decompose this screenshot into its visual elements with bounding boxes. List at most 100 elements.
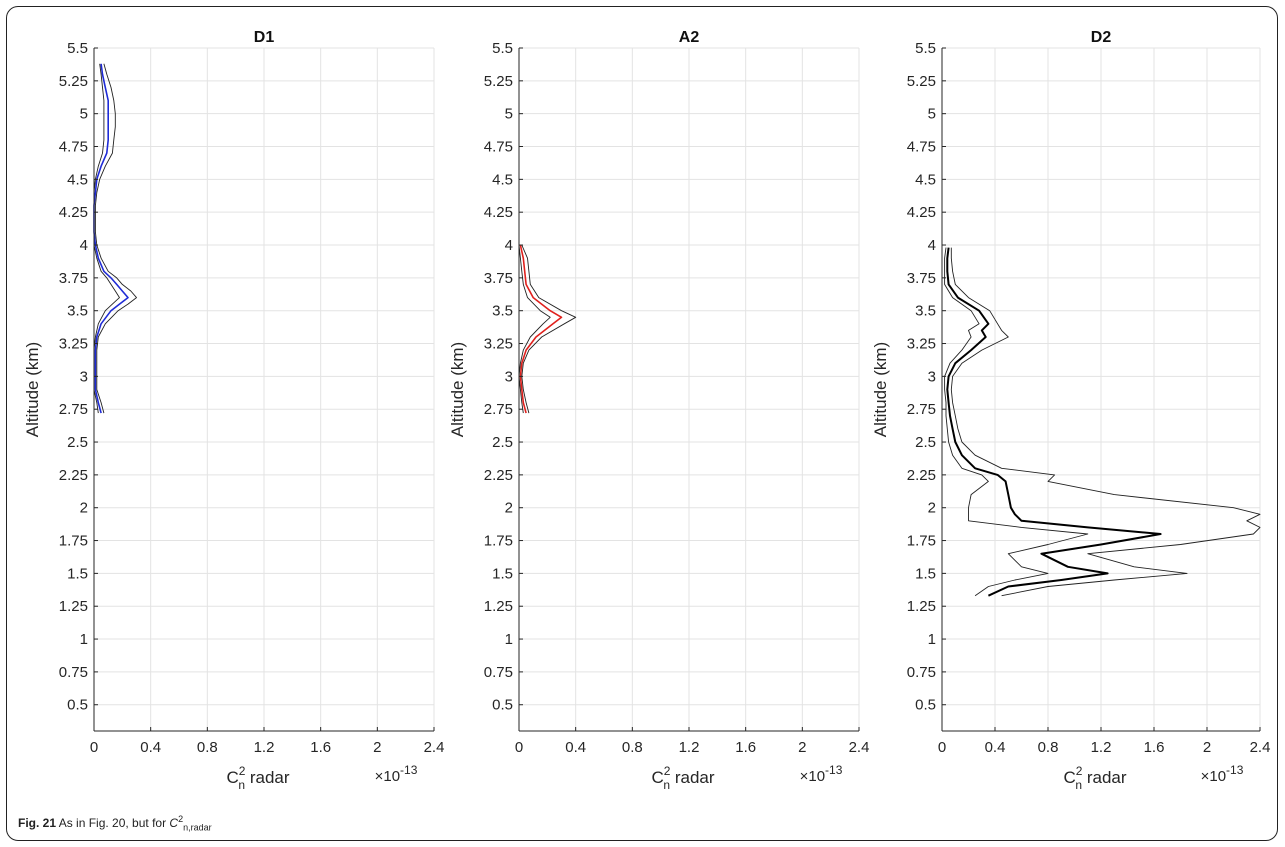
- panel-d2-title: D2: [1091, 29, 1112, 46]
- panel-a2-ytick-label-10: 3: [505, 368, 513, 385]
- panel-d2-xtick-label-2: 0.8: [1038, 739, 1059, 756]
- panel-a2-ytick-label-19: 5.25: [484, 73, 513, 90]
- figure-caption: Fig. 21 As in Fig. 20, but for C2n,radar: [18, 814, 212, 832]
- panel-d1-xtick-label-1: 0.4: [140, 739, 161, 756]
- panel-d1-ytick-label-9: 2.75: [59, 401, 88, 418]
- panel-a2-ytick-label-6: 2: [505, 500, 513, 517]
- panel-d2-x-multiplier: ×10-13: [1201, 763, 1244, 785]
- panel-d2-series-2: [944, 247, 1089, 597]
- panel-a2-xtick-label-3: 1.2: [679, 739, 700, 756]
- panel-a2-ytick-label-15: 4.25: [484, 204, 513, 221]
- panel-a2-xtick-label-1: 0.4: [565, 739, 586, 756]
- panel-a2-ytick-label-5: 1.75: [484, 533, 513, 550]
- panel-d2: 0 0.4 0.8 1.2 1.6 2 2.4 0.5 0.75 1 1.25 1.5 1.75 2 2.2…: [871, 29, 1270, 792]
- panel-d1-ytick-label-0: 0.5: [67, 697, 88, 714]
- panel-a2-series-0: [519, 244, 563, 414]
- panel-d2-xlabel: C2 n radar: [1063, 764, 1126, 792]
- panel-d1-ytick-label-20: 5.5: [67, 40, 88, 57]
- panel-d2-ytick-label-14: 4: [928, 237, 936, 254]
- panel-d2-ytick-label-0: 0.5: [915, 697, 936, 714]
- panel-d1-ytick-label-10: 3: [80, 368, 88, 385]
- panel-d1-ytick-label-2: 1: [80, 631, 88, 648]
- panel-d1-xtick-label-5: 2: [373, 739, 381, 756]
- panel-a2-ytick-label-1: 0.75: [484, 664, 513, 681]
- panel-d2-ytick-label-11: 3.25: [907, 336, 936, 353]
- panel-d1-ytick-label-12: 3.5: [67, 303, 88, 320]
- panel-a2-ytick-label-12: 3.5: [492, 303, 513, 320]
- panel-a2-xtick-label-4: 1.6: [735, 739, 756, 756]
- caption-symbol-sup: 2: [178, 814, 184, 824]
- panel-a2-series-1: [521, 244, 577, 414]
- panel-d2-ytick-label-9: 2.75: [907, 401, 936, 418]
- panel-a2-xtick-label-6: 2.4: [849, 739, 870, 756]
- panel-d2-ytick-label-6: 2: [928, 500, 936, 517]
- panel-a2-ytick-label-14: 4: [505, 237, 513, 254]
- caption-fig-label: Fig. 21: [18, 816, 57, 830]
- panel-a2-xtick-label-0: 0: [515, 739, 523, 756]
- panel-d2-ytick-label-19: 5.25: [907, 73, 936, 90]
- panel-d1-ytick-label-16: 4.5: [67, 171, 88, 188]
- panel-d2-ytick-label-1: 0.75: [907, 664, 936, 681]
- panel-a2-xtick-label-2: 0.8: [622, 739, 643, 756]
- panel-d2-ytick-label-4: 1.5: [915, 565, 936, 582]
- panel-d2-ytick-label-12: 3.5: [915, 303, 936, 320]
- panel-d2-ylabel: Altitude (km): [871, 342, 890, 437]
- panel-d1-xtick-label-6: 2.4: [424, 739, 445, 756]
- caption-symbol-sub: n,radar: [183, 822, 212, 833]
- panel-a2-title: A2: [679, 29, 700, 46]
- panel-a2-xtick-label-5: 2: [798, 739, 806, 756]
- panel-d2-series-0: [946, 247, 1162, 597]
- panel-a2-ytick-label-0: 0.5: [492, 697, 513, 714]
- panel-a2-ylabel: Altitude (km): [448, 342, 467, 437]
- panel-d1-xtick-label-4: 1.6: [310, 739, 331, 756]
- caption-text: As in Fig. 20, but for: [58, 816, 170, 830]
- caption-symbol: C: [169, 816, 179, 830]
- panel-d1-xtick-label-3: 1.2: [254, 739, 275, 756]
- panel-d1-ytick-label-17: 4.75: [59, 139, 88, 156]
- panel-d1-ylabel: Altitude (km): [23, 342, 42, 437]
- panel-a2-ytick-label-13: 3.75: [484, 270, 513, 287]
- panel-d1-xtick-label-2: 0.8: [197, 739, 218, 756]
- panel-d1-ytick-label-19: 5.25: [59, 73, 88, 90]
- panel-d1-ytick-label-11: 3.25: [59, 336, 88, 353]
- panel-d2-ytick-label-15: 4.25: [907, 204, 936, 221]
- panel-d2-ytick-label-18: 5: [928, 106, 936, 123]
- panel-d1-xtick-label-0: 0: [90, 739, 98, 756]
- panel-d2-ytick-label-10: 3: [928, 368, 936, 385]
- panel-d2-series-1: [950, 247, 1261, 597]
- panel-d2-ytick-label-20: 5.5: [915, 40, 936, 57]
- panel-d1-ytick-label-13: 3.75: [59, 270, 88, 287]
- panel-d2-ytick-label-16: 4.5: [915, 171, 936, 188]
- panel-a2-ytick-label-16: 4.5: [492, 171, 513, 188]
- panel-a2-ytick-label-18: 5: [505, 106, 513, 123]
- panel-a2-ytick-label-2: 1: [505, 631, 513, 648]
- panel-d1-series-1: [94, 63, 137, 414]
- panel-d2-xtick-label-5: 2: [1203, 739, 1211, 756]
- panel-d2-ytick-label-5: 1.75: [907, 533, 936, 550]
- panel-d2-ytick-label-3: 1.25: [907, 598, 936, 615]
- panel-d1-ytick-label-3: 1.25: [59, 598, 88, 615]
- panel-a2-x-multiplier: ×10-13: [800, 763, 843, 785]
- panel-d2-xtick-label-6: 2.4: [1250, 739, 1271, 756]
- panel-d1: 0 0.4 0.8 1.2 1.6 2 2.4 0.5 0.75 1 1.25 1.5 1.75 2 2.2…: [23, 29, 444, 792]
- panel-d2-ytick-label-7: 2.25: [907, 467, 936, 484]
- panel-d2-xtick-label-4: 1.6: [1144, 739, 1165, 756]
- panel-d1-ytick-label-8: 2.5: [67, 434, 88, 451]
- panel-d1-ytick-label-4: 1.5: [67, 565, 88, 582]
- panel-a2-ytick-label-9: 2.75: [484, 401, 513, 418]
- panel-d1-ytick-label-14: 4: [80, 237, 88, 254]
- panel-a2-ytick-label-8: 2.5: [492, 434, 513, 451]
- panel-a2-series-2: [518, 244, 551, 414]
- panel-d2-ytick-label-13: 3.75: [907, 270, 936, 287]
- panel-a2-ytick-label-4: 1.5: [492, 565, 513, 582]
- panel-d1-xlabel: C2 n radar: [226, 764, 289, 792]
- panel-a2: 0 0.4 0.8 1.2 1.6 2 2.4 0.5 0.75 1 1.25 1.5 1.75 2 2.2…: [448, 29, 869, 792]
- panel-d1-ytick-label-6: 2: [80, 500, 88, 517]
- panel-d1-ytick-label-5: 1.75: [59, 533, 88, 550]
- panel-d1-x-multiplier: ×10-13: [375, 763, 418, 785]
- figure-frame: [6, 6, 1278, 841]
- panel-d2-xtick-label-0: 0: [938, 739, 946, 756]
- panel-d2-ytick-label-17: 4.75: [907, 139, 936, 156]
- panel-d1-ytick-label-7: 2.25: [59, 467, 88, 484]
